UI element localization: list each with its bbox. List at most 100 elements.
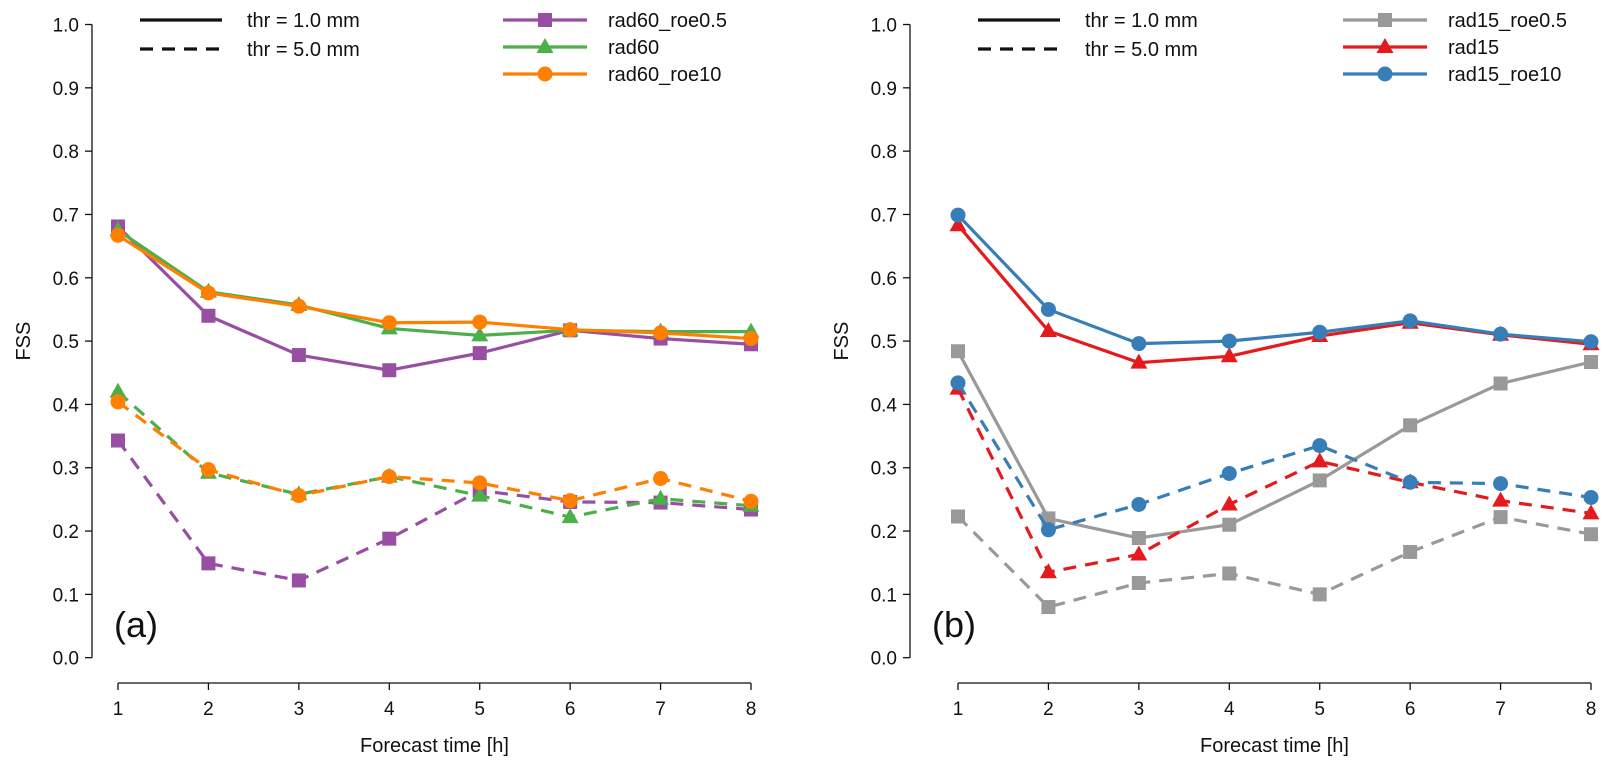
legend-label: thr = 5.0 mm <box>1085 39 1198 61</box>
series-rad60_roe0.5-dashed <box>111 433 758 588</box>
legend-label: rad60 <box>608 37 659 59</box>
y-tick-label: 0.6 <box>871 269 897 290</box>
data-point-square <box>1403 544 1418 559</box>
data-point-circle <box>950 375 966 391</box>
data-point-circle <box>653 325 669 341</box>
y-axis-label: FSS <box>831 322 853 361</box>
y-tick-label: 0.2 <box>871 522 897 543</box>
data-point-square <box>1222 517 1237 532</box>
data-point-circle <box>562 493 578 509</box>
data-point-circle <box>381 469 397 485</box>
linestyle-legend: thr = 1.0 mm thr = 5.0 mm <box>140 10 360 61</box>
data-point-square <box>382 363 397 378</box>
x-tick-label: 4 <box>1224 699 1235 720</box>
series-rad15-solid <box>949 216 1600 369</box>
data-point-square <box>1312 587 1327 602</box>
x-tick-label: 6 <box>565 699 576 720</box>
data-point-triangle <box>109 382 127 398</box>
series-rad60_roe10-dashed <box>110 394 759 509</box>
x-tick-label: 1 <box>113 699 124 720</box>
legend-label: rad15_roe0.5 <box>1448 10 1567 32</box>
data-point-circle <box>381 315 397 331</box>
legend-square-marker <box>1378 13 1392 27</box>
data-point-square <box>1493 376 1508 391</box>
series-line <box>956 515 1592 609</box>
data-point-circle <box>1040 522 1056 538</box>
y-tick-label: 0.0 <box>53 649 79 670</box>
x-axis-label: Forecast time [h] <box>360 735 509 757</box>
x-tick-label: 2 <box>1043 699 1054 720</box>
series-rad15_roe0.5-solid <box>951 344 1598 546</box>
series-line <box>956 224 1592 365</box>
y-tick-label: 0.9 <box>53 79 79 100</box>
data-point-circle <box>1312 438 1328 454</box>
series-rad60_roe10-solid <box>110 227 759 347</box>
data-point-circle <box>1131 496 1147 512</box>
legend-label: rad60_roe10 <box>608 64 721 86</box>
data-point-triangle <box>949 216 967 232</box>
x-tick-label: 4 <box>384 699 395 720</box>
data-point-square <box>472 346 487 361</box>
data-point-triangle <box>1039 321 1057 337</box>
data-point-circle <box>1493 476 1509 492</box>
panel-a: 0.0 0.1 0.2 0.3 0.4 0.5 0.6 0.7 0.8 0.9 1.0 1 2 3 4 5 6 7… <box>13 10 760 757</box>
data-point-triangle <box>1130 353 1148 369</box>
data-point-circle <box>1221 465 1237 481</box>
y-tick-label: 0.8 <box>53 142 79 163</box>
data-point-circle <box>472 475 488 491</box>
data-point-circle <box>1131 336 1147 352</box>
x-tick-label: 2 <box>203 699 214 720</box>
data-point-triangle <box>1492 491 1510 507</box>
data-point-triangle <box>1130 545 1148 561</box>
data-point-triangle <box>652 489 670 505</box>
y-tick-label: 0.5 <box>871 332 897 353</box>
data-point-triangle <box>1220 495 1238 511</box>
data-point-circle <box>1040 301 1056 317</box>
data-point-square <box>291 573 306 588</box>
y-tick-label: 0.4 <box>53 395 80 416</box>
data-point-circle <box>472 314 488 330</box>
y-tick-label: 0.6 <box>53 269 79 290</box>
data-point-circle <box>200 285 216 301</box>
legend-circle-marker <box>537 66 553 82</box>
panel-b: 0.0 0.1 0.2 0.3 0.4 0.5 0.6 0.7 0.8 0.9 1.0 1 2 3 4 5 6 7… <box>831 10 1600 757</box>
data-point-square <box>1131 575 1146 590</box>
data-point-circle <box>110 394 126 410</box>
data-point-triangle <box>1220 347 1238 363</box>
series-line <box>116 390 752 519</box>
series-line <box>956 213 1592 346</box>
legend-circle-marker <box>1377 66 1393 82</box>
data-point-circle <box>1221 333 1237 349</box>
data-point-square <box>951 509 965 524</box>
data-point-circle <box>653 471 669 487</box>
legend-triangle-marker <box>1376 38 1394 53</box>
x-tick-label: 1 <box>953 699 964 720</box>
y-tick-label: 0.7 <box>871 205 897 226</box>
y-tick-label: 0.7 <box>53 205 79 226</box>
series-rad60-dashed <box>109 382 760 524</box>
x-tick-label: 7 <box>1495 699 1506 720</box>
x-tick-label: 5 <box>1314 699 1325 720</box>
series-line <box>116 225 752 372</box>
series-line <box>117 400 752 503</box>
legend-label: thr = 1.0 mm <box>1085 10 1198 32</box>
data-point-square <box>1403 418 1418 433</box>
x-tick-label: 6 <box>1405 699 1416 720</box>
data-point-square <box>201 308 216 323</box>
series-line <box>117 234 752 341</box>
legend-label: rad15 <box>1448 37 1499 59</box>
x-tick-label: 8 <box>1586 699 1597 720</box>
data-point-triangle <box>1039 563 1057 579</box>
y-tick-label: 0.3 <box>871 459 897 480</box>
panel-label: (a) <box>114 604 158 645</box>
legend-label: thr = 5.0 mm <box>247 39 360 61</box>
series-rad15_roe10-solid <box>950 207 1599 352</box>
legend-label: thr = 1.0 mm <box>247 10 360 32</box>
data-point-square <box>1312 473 1327 488</box>
y-tick-label: 0.3 <box>53 459 79 480</box>
data-point-triangle <box>471 326 489 342</box>
y-tick-label: 0.1 <box>871 585 897 606</box>
data-point-triangle <box>471 486 489 502</box>
series-rad15_roe10-dashed <box>950 375 1599 538</box>
data-point-square <box>951 344 965 359</box>
